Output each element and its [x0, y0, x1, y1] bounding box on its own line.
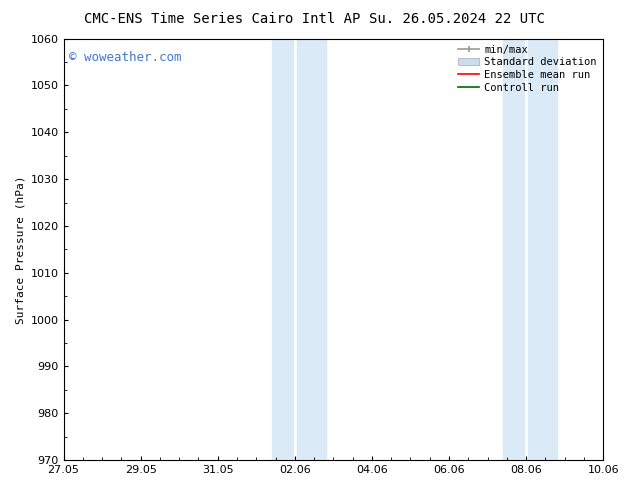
Bar: [528, 39, 557, 460]
Bar: [297, 39, 326, 460]
Text: © woweather.com: © woweather.com: [69, 51, 181, 64]
Bar: [503, 39, 524, 460]
Y-axis label: Surface Pressure (hPa): Surface Pressure (hPa): [15, 175, 25, 323]
Legend: min/max, Standard deviation, Ensemble mean run, Controll run: min/max, Standard deviation, Ensemble me…: [454, 41, 601, 97]
Text: Su. 26.05.2024 22 UTC: Su. 26.05.2024 22 UTC: [368, 12, 545, 26]
Bar: [272, 39, 293, 460]
Text: CMC-ENS Time Series Cairo Intl AP: CMC-ENS Time Series Cairo Intl AP: [84, 12, 360, 26]
